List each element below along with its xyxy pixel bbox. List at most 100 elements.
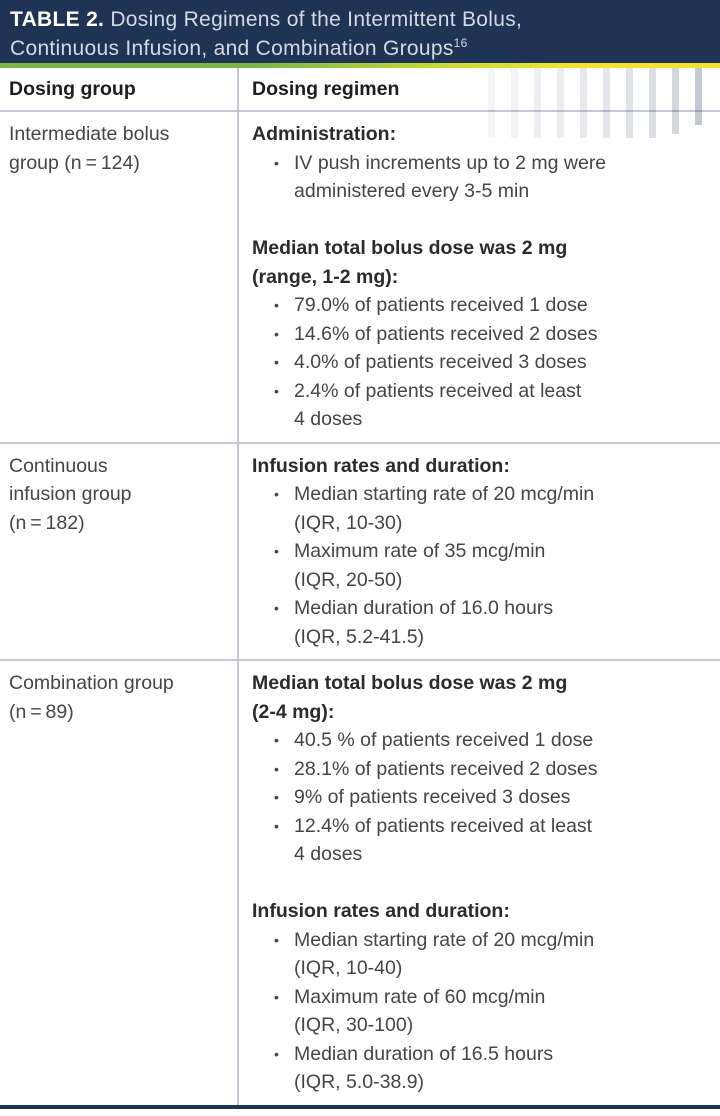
group-cell: Intermediate bolus group (n = 124)	[0, 112, 239, 442]
bullet-line: Maximum rate of 35 mcg/min	[294, 540, 546, 562]
table-body: Dosing group Dosing regimen Intermediate…	[0, 68, 720, 1105]
bullet-line: Median starting rate of 20 mcg/min	[294, 483, 595, 505]
bullet-text: Maximum rate of 60 mcg/min (IQR, 30-100)	[294, 983, 714, 1040]
bullet-icon: •	[274, 297, 279, 313]
bullet-line: 14.6% of patients received 2 doses	[294, 322, 598, 345]
table-title-text-2: Continuous Infusion, and Combination Gro…	[10, 37, 454, 60]
bullet-icon: •	[274, 382, 279, 399]
bullet-icon: •	[274, 154, 279, 171]
bottom-border	[0, 1104, 720, 1109]
bullet-icon: •	[274, 325, 279, 342]
bullet-line: (IQR, 10-40)	[294, 957, 403, 979]
bullet-item: • 2.4% of patients received at least 4 dos…	[252, 377, 714, 434]
regimen-heading: (2-4 mg):	[252, 700, 335, 723]
bullet-item: • 79.0% of patients received 1 dose	[252, 291, 714, 320]
bullet-text: 14.6% of patients received 2 doses	[294, 320, 714, 349]
bullet-icon: •	[274, 486, 279, 502]
regimen-block: Median total bolus dose was 2 mg (range, …	[252, 234, 714, 434]
bullet-text: Maximum rate of 35 mcg/min (IQR, 20-50)	[294, 537, 714, 594]
table-row: Intermediate bolus group (n = 124) Adminis…	[0, 112, 720, 444]
group-line: Continuous	[9, 454, 108, 477]
bullet-line: 12.4% of patients received at least	[294, 814, 593, 837]
group-cell: Combination group (n = 89)	[0, 661, 239, 1105]
regimen-heading: Infusion rates and duration:	[252, 900, 510, 922]
bullet-item: • 40.5 % of patients received 1 dose	[252, 726, 714, 755]
bullet-icon: •	[274, 354, 279, 370]
bullet-line: 28.1% of patients received 2 doses	[294, 757, 598, 780]
reference-superscript: 16	[453, 36, 468, 50]
regimen-heading: Administration:	[252, 123, 397, 145]
bullet-item: • IV push increments up to 2 mg were admin…	[252, 149, 714, 206]
column-header-row: Dosing group Dosing regimen	[0, 68, 720, 112]
table-title-band: TABLE 2. Dosing Regimens of the Intermit…	[0, 0, 720, 63]
group-line: infusion group	[9, 483, 132, 505]
bullet-text: Median starting rate of 20 mcg/min (IQR, …	[294, 926, 714, 983]
bullet-text: Median duration of 16.5 hours (IQR, 5.0-3…	[294, 1040, 714, 1097]
regimen-cell: Infusion rates and duration: • Median star…	[239, 444, 720, 660]
group-line: group (n = 124)	[9, 151, 140, 174]
group-cell: Continuous infusion group (n = 182)	[0, 443, 239, 659]
table-number-label: TABLE 2.	[10, 8, 105, 31]
bullet-line: (IQR, 5.0-38.9)	[294, 1071, 425, 1093]
bullet-item: • Median starting rate of 20 mcg/min (IQR,…	[252, 480, 714, 537]
bullet-icon: •	[274, 1045, 279, 1062]
bullet-icon: •	[274, 600, 279, 616]
bullet-text: IV push increments up to 2 mg were admini…	[294, 149, 714, 206]
bullet-line: IV push increments up to 2 mg were	[294, 151, 607, 174]
bullet-line: Median duration of 16.5 hours	[294, 1042, 554, 1065]
bullet-text: Median starting rate of 20 mcg/min (IQR, …	[294, 480, 714, 537]
column-header-dosing-group: Dosing group	[0, 68, 239, 110]
accent-gradient-bar	[0, 63, 720, 68]
bullet-line: (IQR, 20-50)	[294, 568, 403, 591]
bullet-text: 79.0% of patients received 1 dose	[294, 291, 714, 320]
bullet-line: administered every 3-5 min	[294, 180, 530, 202]
group-line: Combination group	[9, 672, 174, 694]
column-header-dosing-regimen: Dosing regimen	[252, 77, 400, 100]
bullet-line: 79.0% of patients received 1 dose	[294, 294, 588, 316]
regimen-block: Infusion rates and duration: • Median star…	[252, 897, 714, 1097]
bullet-line: 4.0% of patients received 3 doses	[294, 351, 587, 373]
bullet-line: 9% of patients received 3 doses	[294, 786, 571, 808]
bullet-text: 40.5 % of patients received 1 dose	[294, 726, 714, 755]
bullet-line: (IQR, 30-100)	[294, 1014, 414, 1036]
bullet-line: Median starting rate of 20 mcg/min	[294, 928, 595, 951]
regimen-cell: Administration: • IV push increments up to…	[239, 112, 720, 442]
bullet-line: 40.5 % of patients received 1 dose	[294, 729, 594, 751]
bullet-text: 12.4% of patients received at least 4 dos…	[294, 812, 714, 869]
bullet-text: 9% of patients received 3 doses	[294, 783, 714, 812]
bullet-item: • Median starting rate of 20 mcg/min (IQR,…	[252, 926, 714, 983]
group-line: (n = 89)	[9, 700, 74, 723]
bullet-item: • Median duration of 16.5 hours (IQR, 5.0-…	[252, 1040, 714, 1097]
bullet-line: (IQR, 10-30)	[294, 511, 403, 534]
table-rows: Intermediate bolus group (n = 124) Adminis…	[0, 112, 720, 1105]
bullet-line: 4 doses	[294, 408, 363, 430]
regimen-heading: Median total bolus dose was 2 mg	[252, 672, 568, 694]
bullet-text: 4.0% of patients received 3 doses	[294, 348, 714, 377]
bullet-icon: •	[274, 732, 279, 748]
table-title-text-1: Dosing Regimens of the Intermittent Bolu…	[110, 8, 523, 31]
bullet-icon: •	[274, 789, 279, 805]
group-line: Intermediate bolus	[9, 123, 170, 145]
bullet-icon: •	[274, 988, 279, 1005]
bullet-line: (IQR, 5.2-41.5)	[294, 625, 425, 648]
regimen-block: Infusion rates and duration: • Median star…	[252, 452, 714, 652]
bullet-text: Median duration of 16.0 hours (IQR, 5.2-4…	[294, 594, 714, 651]
regimen-cell: Median total bolus dose was 2 mg (2-4 mg)…	[239, 661, 720, 1105]
regimen-heading: (range, 1-2 mg):	[252, 265, 399, 288]
bullet-line: 2.4% of patients received at least	[294, 379, 582, 402]
bullet-item: • 4.0% of patients received 3 doses	[252, 348, 714, 377]
bullet-icon: •	[274, 931, 279, 948]
bullet-icon: •	[274, 760, 279, 777]
table-title-line-1: TABLE 2. Dosing Regimens of the Intermit…	[10, 5, 706, 34]
table-row: Combination group (n = 89) Median total bo…	[0, 661, 720, 1105]
regimen-block: Median total bolus dose was 2 mg (2-4 mg)…	[252, 669, 714, 869]
bullet-line: 4 doses	[294, 843, 363, 865]
bullet-item: • Median duration of 16.0 hours (IQR, 5.2-…	[252, 594, 714, 651]
regimen-block: Administration: • IV push increments up to…	[252, 120, 714, 206]
bullet-icon: •	[274, 817, 279, 834]
bullet-item: • Maximum rate of 35 mcg/min (IQR, 20-50)	[252, 537, 714, 594]
bullet-item: • 9% of patients received 3 doses	[252, 783, 714, 812]
bullet-item: • Maximum rate of 60 mcg/min (IQR, 30-100)	[252, 983, 714, 1040]
bullet-icon: •	[274, 543, 279, 559]
bullet-item: • 12.4% of patients received at least 4 do…	[252, 812, 714, 869]
